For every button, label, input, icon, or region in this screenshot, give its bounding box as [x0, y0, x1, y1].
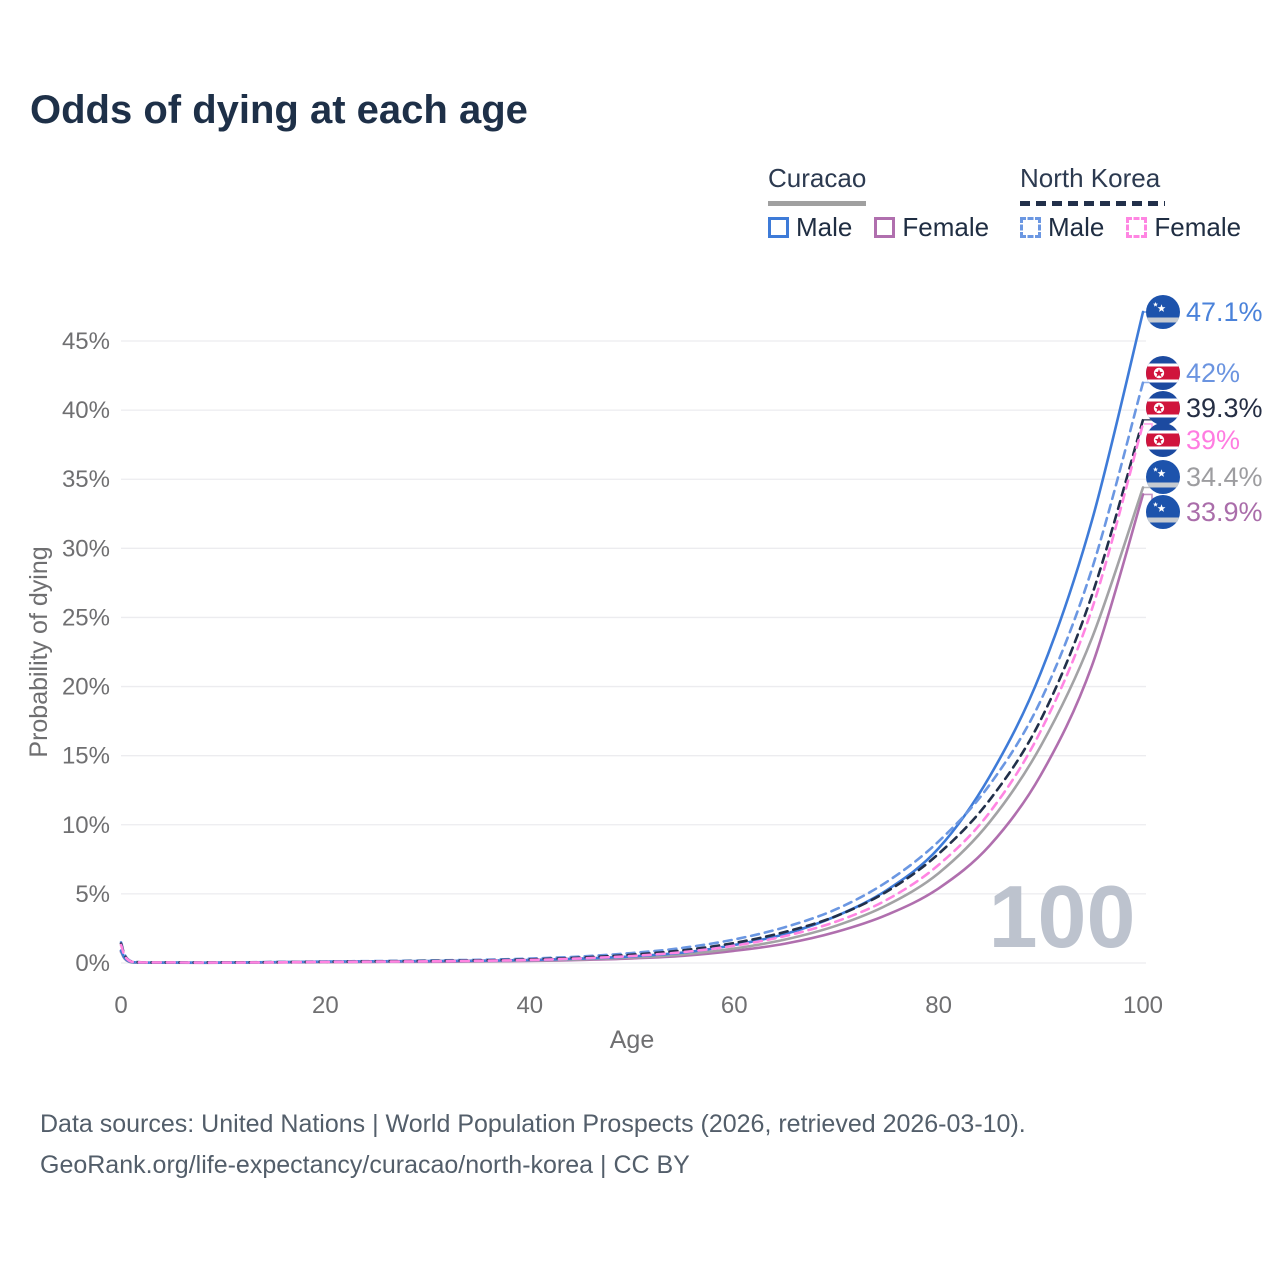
- xtick-0: 0: [114, 992, 127, 1019]
- legend-heading-north-korea: North Korea: [1020, 163, 1161, 193]
- ytick-45: 45%: [62, 328, 110, 355]
- xtick-20: 20: [312, 992, 339, 1019]
- series-line-north-korea-female: [119, 422, 1145, 964]
- curacao-flag-icon: [1146, 295, 1180, 329]
- end-label-47.1%: 47.1%: [1186, 297, 1263, 327]
- footer: Data sources: United Nations | World Pop…: [40, 1104, 1026, 1186]
- end-label-39%: 39%: [1186, 425, 1240, 455]
- curacao-male-label: Male: [796, 212, 853, 242]
- legend-item-nk-female[interactable]: Female: [1126, 212, 1241, 243]
- xtick-80: 80: [925, 992, 952, 1019]
- north-korea-flag-icon: [1146, 423, 1180, 457]
- footer-url-line: GeoRank.org/life-expectancy/curacao/nort…: [40, 1151, 690, 1179]
- legend-items-north-korea: Male Female: [1020, 212, 1263, 243]
- ytick-0: 0%: [75, 950, 110, 977]
- nk-female-swatch-icon: [1126, 217, 1148, 238]
- xtick-60: 60: [721, 992, 748, 1019]
- end-label-33.9%: 33.9%: [1186, 497, 1263, 527]
- nk-male-swatch-icon: [1020, 217, 1041, 238]
- ytick-30: 30%: [62, 535, 110, 562]
- nk-male-label: Male: [1048, 212, 1105, 242]
- ytick-20: 20%: [62, 674, 110, 701]
- footer-sources-line: Data sources: United Nations | World Pop…: [40, 1110, 1026, 1138]
- legend-item-curacao-female[interactable]: Female: [874, 212, 989, 243]
- end-label-34.4%: 34.4%: [1186, 462, 1263, 492]
- ytick-15: 15%: [62, 743, 110, 770]
- legend-group-north-korea: North Korea Male Female: [1020, 163, 1263, 243]
- curacao-female-label: Female: [902, 212, 990, 242]
- north-korea-underline: [1020, 201, 1165, 206]
- legend-item-curacao-male[interactable]: Male: [768, 212, 852, 243]
- curacao-flag-icon: [1146, 460, 1180, 494]
- curacao-flag-icon: [1146, 495, 1180, 529]
- ytick-35: 35%: [62, 466, 110, 493]
- north-korea-flag-icon: [1146, 356, 1180, 390]
- xtick-100: 100: [1123, 992, 1163, 1019]
- nk-female-label: Female: [1154, 212, 1242, 242]
- ytick-25: 25%: [62, 604, 110, 631]
- legend-group-curacao: Curacao Male Female: [768, 163, 1011, 243]
- x-axis-title: Age: [610, 1026, 654, 1054]
- end-label-39.3%: 39.3%: [1186, 393, 1263, 423]
- north-korea-flag-icon: [1146, 391, 1180, 425]
- ytick-40: 40%: [62, 397, 110, 424]
- curacao-underline: [768, 201, 866, 206]
- legend-heading-curacao: Curacao: [768, 163, 867, 193]
- end-label-42%: 42%: [1186, 358, 1240, 388]
- curacao-male-swatch-icon: [768, 217, 789, 238]
- series-line-north-korea: [119, 418, 1145, 964]
- ytick-5: 5%: [75, 881, 110, 908]
- y-axis-title: Probability of dying: [25, 546, 53, 757]
- xtick-40: 40: [516, 992, 543, 1019]
- legend-item-nk-male[interactable]: Male: [1020, 212, 1104, 243]
- ytick-10: 10%: [62, 812, 110, 839]
- curacao-female-swatch-icon: [874, 217, 896, 238]
- age-watermark: 100: [989, 867, 1136, 966]
- legend-items-curacao: Male Female: [768, 212, 1011, 243]
- chart-title: Odds of dying at each age: [30, 88, 528, 132]
